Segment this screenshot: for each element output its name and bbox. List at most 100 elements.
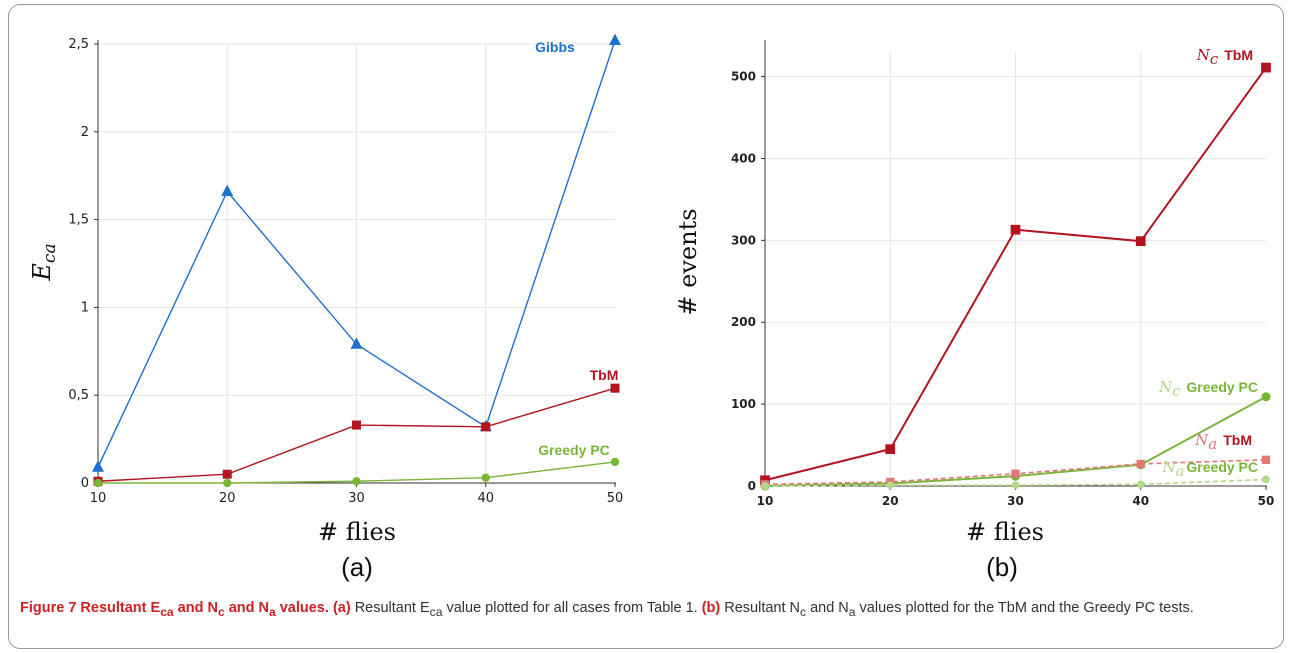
x-tick-label: 40 [477, 491, 494, 506]
panel-a-y-label-main: E [28, 263, 56, 282]
series-label-nc-greedy-sub: c [1172, 382, 1181, 400]
series-label-na-tbm-sub: a [1208, 435, 1217, 453]
caption-part-b-label: (b) [701, 600, 721, 616]
panel-a: 00,511,522,5 10 20 30 40 50 # flies Eca (a) … [28, 33, 624, 582]
panel-a-label: (a) [341, 552, 373, 582]
data-point-tbm-nc [1010, 224, 1021, 235]
x-tick-label: 30 [1007, 494, 1024, 508]
data-point-tbm-na [1136, 459, 1145, 469]
panel-a-x-label: # flies [318, 518, 396, 546]
data-point-greedy-pc [481, 473, 490, 482]
y-tick-label: 1 [81, 300, 89, 315]
series-label-na-tbm-name: TbM [1223, 432, 1252, 448]
data-point-gibbs [221, 184, 234, 197]
data-point-tbm-nc [1135, 236, 1146, 247]
caption-text: value plotted for all cases from Table 1… [442, 600, 702, 616]
caption-title-sub: c [217, 604, 225, 619]
data-point-greedy-pc [93, 478, 103, 488]
panel-b-label: (b) [986, 552, 1018, 582]
panel-a-x-ticks: 10 20 30 40 50 [90, 483, 624, 506]
caption-title-part: values. [275, 600, 329, 616]
data-point-tbm [481, 422, 491, 432]
data-point-greedy-pc [352, 477, 361, 486]
y-tick-label: 0 [748, 479, 756, 493]
series-label-nc-tbm: Nc TbM [1196, 46, 1253, 68]
panel-b-grid [765, 52, 1266, 486]
x-tick-label: 50 [607, 491, 624, 506]
data-point-tbm-nc [885, 444, 896, 455]
series-label-na-greedy: Na Greedy PC [1161, 458, 1258, 480]
y-tick-label: 300 [731, 233, 756, 247]
panel-a-y-label: Eca [28, 243, 60, 281]
y-tick-label: 200 [731, 315, 756, 329]
data-point-greedy-pc [610, 457, 620, 467]
data-point-tbm-na [1261, 455, 1271, 464]
data-point-greedy-pc [223, 478, 232, 488]
panel-b-x-ticks: 10 20 30 40 50 [757, 486, 1275, 508]
panel-a-grid [98, 43, 615, 483]
x-tick-label: 20 [219, 491, 236, 506]
data-point-tbm-na [1011, 469, 1020, 478]
data-point-gibbs [350, 337, 363, 349]
y-tick-label: 500 [731, 70, 756, 84]
caption-figure-title: Figure 7 Resultant Eca and Nc and Na val… [20, 600, 329, 619]
data-point-tbm-nc [1261, 62, 1271, 73]
figure-frame [8, 4, 1284, 649]
x-tick-label: 50 [1258, 494, 1275, 508]
caption-sub: c [800, 604, 807, 619]
data-point-greedy-pc-na [1262, 475, 1270, 484]
figure-caption: Figure 7 Resultant Eca and Nc and Na val… [20, 598, 1280, 623]
caption-sub: a [848, 604, 856, 619]
panel-a-y-label-sub: ca [40, 243, 60, 263]
x-tick-label: 20 [882, 494, 899, 508]
x-tick-label: 40 [1132, 494, 1149, 508]
x-tick-label: 10 [90, 491, 107, 506]
series-label-greedy-pc: Greedy PC [538, 442, 610, 458]
panel-b-x-label: # flies [966, 518, 1044, 546]
series-label-na-greedy-name: Greedy PC [1186, 459, 1258, 475]
caption-text: values plotted for the TbM and the Greed… [855, 600, 1194, 616]
series-label-nc-greedy: Nc Greedy PC [1158, 378, 1258, 400]
series-label-tbm: TbM [590, 367, 619, 383]
y-tick-label: 1,5 [68, 213, 89, 228]
y-tick-label: 2,5 [68, 37, 89, 52]
data-point-greedy-pc-nc [1261, 392, 1271, 402]
y-tick-label: 2 [81, 125, 89, 140]
series-label-nc-tbm-name: TbM [1224, 47, 1253, 63]
caption-text: and N [806, 600, 849, 616]
panel-b-series [760, 62, 1271, 491]
x-tick-label: 10 [757, 494, 774, 508]
caption-title-part: Figure 7 Resultant E [20, 600, 161, 616]
y-tick-label: 100 [731, 397, 756, 411]
panel-a-series [92, 33, 621, 488]
data-point-greedy-pc-na [886, 481, 895, 490]
series-label-na-tbm-var: N [1194, 431, 1209, 449]
series-label-na-tbm: Na TbM [1194, 431, 1252, 453]
panel-b: 0 100 200 300 400 500 10 20 30 40 50 # flies # ev… [674, 40, 1274, 582]
series-label-nc-tbm-sub: c [1210, 50, 1219, 68]
series-label-na-greedy-var: N [1161, 458, 1176, 476]
caption-text: Resultant E [350, 600, 430, 616]
caption-title-sub: a [268, 604, 276, 619]
series-label-na-greedy-sub: a [1175, 462, 1184, 480]
data-point-gibbs [92, 460, 104, 472]
data-point-tbm [610, 383, 620, 393]
series-label-gibbs: Gibbs [535, 39, 575, 55]
y-tick-label: 400 [731, 151, 756, 165]
series-label-nc-tbm-var: N [1196, 46, 1211, 64]
panel-b-y-label: # events [674, 208, 702, 315]
caption-part-a-label: (a) [332, 600, 351, 616]
caption-text: Resultant N [720, 600, 801, 616]
series-label-nc-greedy-var: N [1158, 378, 1173, 396]
data-point-greedy-pc-na [1011, 481, 1020, 490]
caption-title-sub: ca [160, 604, 174, 619]
y-tick-label: 0,5 [68, 388, 89, 403]
data-point-greedy-pc-na [761, 482, 769, 490]
figure-canvas: 00,511,522,5 10 20 30 40 50 # flies Eca (a) … [28, 33, 1274, 582]
caption-title-part: and N [224, 600, 269, 616]
series-label-nc-greedy-name: Greedy PC [1186, 379, 1258, 395]
data-point-gibbs [609, 33, 621, 45]
x-tick-label: 30 [348, 491, 365, 506]
panel-a-y-ticks: 0 0,5 1 1,5 2 2,5 [68, 37, 98, 491]
data-point-tbm [222, 469, 232, 479]
